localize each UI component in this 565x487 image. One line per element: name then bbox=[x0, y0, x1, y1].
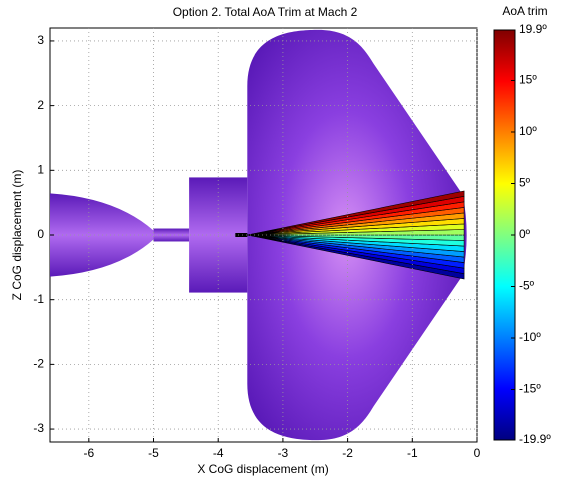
x-axis-label: X CoG displacement (m) bbox=[197, 462, 328, 476]
nozzle bbox=[50, 193, 154, 277]
colorbar-tick-label: 19.9º bbox=[519, 22, 547, 36]
contour-band bbox=[247, 190, 465, 236]
colorbar-tick-label: 10º bbox=[519, 124, 537, 138]
x-tick-label: -6 bbox=[83, 446, 94, 460]
colorbar-tick-label: 5º bbox=[519, 176, 531, 190]
colorbar-tick-label: -15º bbox=[519, 382, 541, 396]
x-tick-label: 0 bbox=[474, 446, 481, 460]
x-tick-label: -1 bbox=[407, 446, 418, 460]
y-tick-label: 3 bbox=[37, 33, 44, 47]
y-axis-label: Z CoG displacement (m) bbox=[10, 170, 24, 301]
colorbar-tick-label: 15º bbox=[519, 73, 537, 87]
y-tick-label: -2 bbox=[33, 357, 44, 371]
chart-title: Option 2. Total AoA Trim at Mach 2 bbox=[173, 5, 358, 19]
y-tick-label: 0 bbox=[37, 227, 44, 241]
colorbar-tick-label: -19.9º bbox=[519, 432, 551, 446]
y-tick-label: -3 bbox=[33, 421, 44, 435]
vehicle bbox=[50, 29, 467, 441]
colorbar-tick-label: 0º bbox=[519, 227, 531, 241]
colorbar-tick-label: -5º bbox=[519, 279, 535, 293]
colorbar-label: AoA trim bbox=[502, 4, 547, 18]
colorbar-tick-label: -10º bbox=[519, 330, 541, 344]
y-tick-label: 2 bbox=[37, 98, 44, 112]
x-tick-label: -5 bbox=[148, 446, 159, 460]
apex bbox=[235, 233, 248, 237]
x-tick-label: -3 bbox=[278, 446, 289, 460]
x-tick-label: -2 bbox=[342, 446, 353, 460]
x-tick-label: -4 bbox=[213, 446, 224, 460]
rod bbox=[153, 228, 190, 242]
y-tick-label: 1 bbox=[37, 162, 44, 176]
y-tick-label: -1 bbox=[33, 292, 44, 306]
